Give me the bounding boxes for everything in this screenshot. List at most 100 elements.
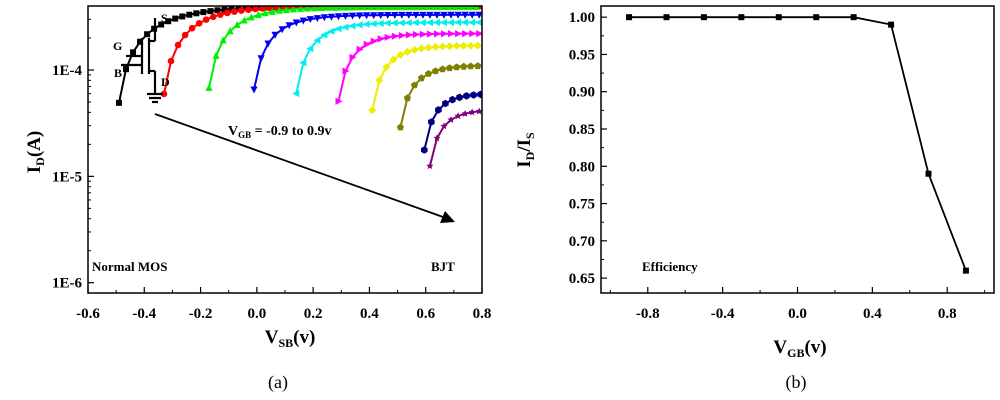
series-9-point-0: [426, 162, 434, 170]
sweep-annotation: VGB = -0.9 to 0.9v: [228, 124, 331, 140]
series-1-point-11: [238, 7, 245, 14]
series-4-point-1: [299, 59, 307, 67]
series-9-point-2: [440, 122, 448, 130]
series-0-point-14: [214, 7, 221, 14]
series-2: [205, 6, 480, 91]
series-6-point-1: [375, 76, 384, 85]
series-0-point-15: [221, 6, 228, 13]
series-2-point-6: [247, 13, 255, 21]
panel-b-caption: (b): [786, 372, 807, 393]
sweep-arrow: [154, 113, 455, 223]
series-5: [335, 30, 482, 105]
series-2-point-24: [374, 6, 382, 11]
panel-b-series: [626, 14, 969, 274]
series-8-point-8: [477, 90, 482, 99]
series-2-point-13: [296, 6, 305, 12]
series-5-point-7: [384, 33, 392, 41]
b-x-tick-label: 0.8: [938, 306, 957, 322]
series-4-point-3: [313, 36, 321, 44]
series-5-point-19: [469, 30, 477, 38]
series-8-point-6: [463, 92, 470, 100]
series-2-point-29: [409, 6, 417, 11]
series-3-point-18: [377, 12, 385, 20]
series-4-point-14: [390, 19, 398, 27]
series-6-point-5: [403, 47, 412, 56]
series-1-point-13: [252, 6, 259, 13]
series-6-point-2: [382, 63, 391, 72]
panel-a-caption: (a): [268, 372, 288, 393]
efficiency-point-7: [888, 21, 895, 28]
a-x-tick-label: -0.4: [132, 306, 156, 322]
series-7-point-6: [439, 65, 447, 73]
series-5-point-1: [342, 67, 350, 75]
series-1-point-0: [160, 90, 168, 98]
series-7-point-4: [424, 70, 433, 77]
series-3-point-22: [405, 11, 413, 19]
series-2-point-10: [275, 6, 283, 14]
series-9: [426, 107, 482, 170]
series-3-point-5: [285, 22, 293, 30]
series-1-point-4: [188, 24, 196, 32]
efficiency-point-3: [738, 14, 745, 21]
series-5-point-11: [412, 30, 420, 39]
series-2-point-3: [226, 27, 234, 35]
series-2-point-18: [332, 6, 340, 11]
efficiency-point-1: [663, 14, 670, 21]
series-9-point-6: [468, 108, 476, 116]
efficiency-point-4: [775, 14, 782, 21]
series-3-point-17: [370, 12, 378, 20]
series-7-point-8: [453, 63, 461, 71]
series-1-point-3: [181, 31, 189, 39]
series-6-point-15: [473, 41, 482, 50]
series-1-point-12: [245, 6, 252, 13]
series-8-point-0: [421, 146, 428, 154]
series-7-point-10: [467, 62, 475, 70]
b-x-tick-label: -0.4: [711, 306, 735, 322]
series-2-point-12: [289, 6, 297, 13]
b-y-tick-label: 0.90: [569, 85, 595, 101]
series-6-point-12: [452, 41, 461, 50]
series-5-point-12: [419, 30, 427, 38]
series-3-point-27: [440, 11, 448, 19]
series-6-point-0: [368, 106, 377, 115]
panel-b-x-label: VGB(v): [773, 337, 826, 360]
series-2-point-20: [346, 6, 354, 11]
series-4-point-7: [341, 23, 349, 31]
series-2-point-26: [388, 6, 396, 11]
series-2-point-7: [254, 11, 262, 18]
series-5-point-17: [455, 30, 463, 38]
series-3: [250, 11, 482, 94]
series-1-point-14: [259, 6, 266, 12]
a-x-tick-label: 0.8: [473, 306, 492, 322]
series-4-point-24: [461, 18, 469, 26]
series-5-point-4: [363, 40, 371, 48]
series-1-point-1: [167, 57, 175, 65]
series-0-point-12: [200, 9, 207, 16]
series-4-point-23: [454, 18, 462, 26]
series-3-point-29: [454, 11, 462, 19]
series-3-point-0: [250, 86, 258, 94]
panel-b-axes: -0.8 -0.4 0.0 0.4 0.8 0.65 0.70 0.75 0.80 0.85 0.9…: [569, 10, 986, 322]
terminal-g-label: G: [113, 39, 122, 53]
series-0-point-17: [235, 6, 242, 12]
series-5-point-2: [349, 53, 357, 61]
series-1-point-8: [216, 11, 224, 18]
series-0-point-0: [115, 99, 122, 106]
series-4-point-25: [468, 18, 476, 26]
efficiency-point-5: [813, 14, 820, 21]
series-2-point-14: [303, 6, 312, 12]
series-2-point-15: [310, 6, 319, 12]
b-x-tick-label: -0.8: [636, 306, 660, 322]
series-1-point-5: [195, 20, 203, 27]
series-5-point-5: [370, 37, 378, 45]
series-3-point-28: [447, 11, 455, 19]
series-5-point-0: [335, 97, 343, 105]
series-3-point-21: [398, 11, 406, 19]
panel-b: -0.8 -0.4 0.0 0.4 0.8 0.65 0.70 0.75 0.80 0.85 0.9…: [514, 5, 995, 393]
series-2-point-22: [360, 6, 368, 11]
efficiency-point-6: [850, 14, 857, 21]
series-4-point-6: [334, 25, 342, 33]
series-3-point-30: [461, 11, 469, 19]
series-4-point-0: [292, 89, 300, 98]
